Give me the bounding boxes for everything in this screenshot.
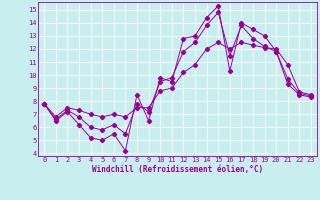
X-axis label: Windchill (Refroidissement éolien,°C): Windchill (Refroidissement éolien,°C) bbox=[92, 165, 263, 174]
